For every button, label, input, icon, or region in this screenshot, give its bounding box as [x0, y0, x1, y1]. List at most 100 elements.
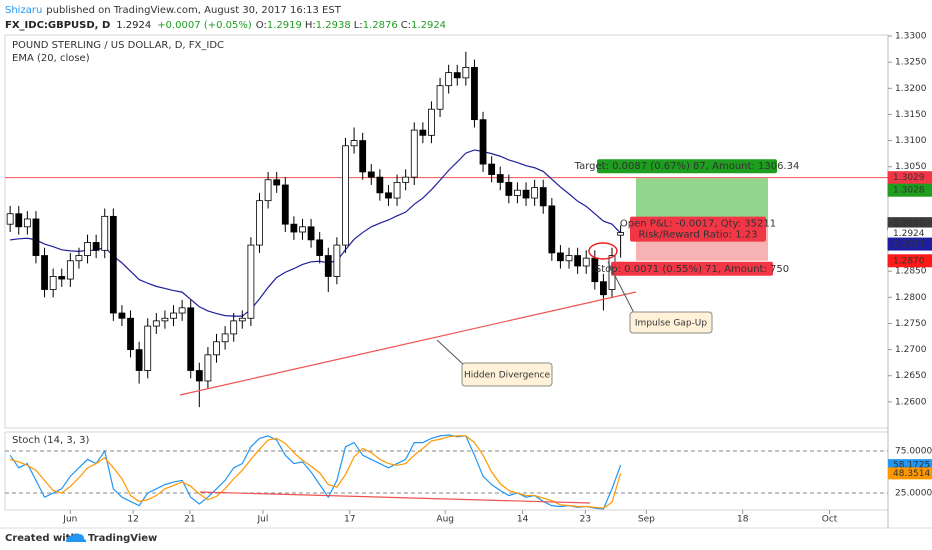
candle-body [600, 281, 607, 296]
last-price: 1.2924 [116, 20, 151, 31]
candle-body [281, 184, 289, 225]
published: published on TradingView.com, August 30,… [46, 5, 341, 16]
change: +0.0007 (+0.05%) [157, 20, 252, 31]
candle-body [307, 226, 315, 241]
ohlc-label: O: [256, 20, 267, 31]
callout-text: Impulse Gap-Up [635, 319, 707, 329]
y-tick-label: 1.3050 [895, 162, 927, 172]
plot-layer: 1.3300 1.3250 1.3200 1.3150 1.3100 1.3050 1.28… [5, 32, 932, 525]
candle-body [376, 176, 384, 194]
candle-body [273, 179, 281, 186]
candle-body [367, 171, 375, 178]
price-label-box [887, 171, 932, 185]
y-tick-label: 1.3300 [895, 32, 927, 42]
candle-body [118, 312, 126, 319]
symbol-line: FX_IDC:GBPUSD, D 1.2924 +0.0007 (+0.05%) O:… [5, 20, 446, 31]
candle-body [6, 213, 14, 225]
stoch-line [9, 435, 622, 509]
y-tick-label: 1.2650 [895, 371, 927, 381]
ohlc-label: H: [305, 20, 316, 31]
candle-body [84, 242, 91, 256]
y-tick-label: 1.3200 [895, 84, 927, 94]
candle-body [101, 215, 109, 251]
candle-body [75, 255, 83, 262]
price-label: 1.2924 [893, 229, 925, 239]
target-zone [636, 178, 768, 224]
pnl-label: Open P&L: -0.0017, Qty: 35211 [620, 219, 776, 230]
candle-body [436, 85, 444, 110]
candle-body [213, 341, 220, 356]
candle-body [471, 67, 478, 121]
x-tick-label: 18 [737, 515, 749, 525]
candle-body [514, 189, 521, 196]
price-label-box [887, 183, 932, 197]
candle-body [187, 307, 195, 371]
candle-body [178, 307, 186, 314]
candle-body [109, 215, 117, 314]
x-tick-label: 14 [517, 515, 529, 525]
stoch-trend-line [199, 491, 591, 504]
ohlc-value: 1.2924 [411, 20, 446, 31]
stop-label-box [611, 261, 773, 276]
candle-body [230, 320, 238, 335]
price-label: 1.2923 [893, 240, 925, 250]
candle-body [582, 257, 590, 267]
ohlc-value: 1.2876 [363, 20, 398, 31]
stoch-panel [4, 431, 889, 511]
footer-text: Created with [5, 533, 78, 544]
stoch-tick-label: 25.0000 [895, 489, 932, 499]
candle-body [359, 140, 367, 173]
symbol: FX_IDC:GBPUSD, D [5, 20, 110, 31]
candle-body [462, 67, 470, 79]
candle-body [419, 129, 427, 136]
candle-body [393, 181, 401, 199]
x-tick-label: Aug [436, 515, 454, 525]
candle-body [195, 370, 203, 382]
candle-body [23, 218, 31, 228]
y-tick-label: 1.2700 [895, 345, 927, 355]
candle-body [385, 192, 392, 199]
stoch-value-label: 48.3514 [893, 469, 930, 479]
candle-body [479, 119, 487, 165]
candle-body [144, 325, 152, 371]
candle-body [264, 179, 272, 202]
candle-body [333, 244, 341, 277]
stoch-tick-label: 75.0000 [895, 446, 932, 456]
candle-body [256, 200, 263, 246]
rr-label: Risk/Reward Ratio: 1.23 [638, 230, 757, 241]
target-label: Target: 0.0087 (0.67%) 87, Amount: 1306.… [574, 161, 800, 172]
candle-body [221, 333, 229, 343]
x-tick-label: 23 [580, 515, 591, 525]
candle-body [428, 108, 435, 136]
candle-body [161, 317, 169, 322]
candle-body [170, 312, 177, 319]
footer-brand: TradingView [88, 533, 157, 544]
candle-body [15, 213, 23, 228]
callout-box [461, 362, 553, 387]
candle-body [505, 181, 513, 196]
candle-body [316, 239, 324, 256]
candle-body [290, 223, 298, 233]
chart-title: POUND STERLING / US DOLLAR, D, FX_IDC [12, 40, 224, 51]
candle-body [238, 317, 246, 322]
gap-ellipse [588, 242, 618, 260]
stop-label: Stop: 0.0071 (0.55%) 71, Amount: 750 [595, 264, 789, 275]
ohlc-value: 1.2938 [316, 20, 351, 31]
candle-body [32, 218, 40, 256]
candle-body [49, 276, 57, 290]
candle-body [565, 255, 573, 262]
ohlc-value: 1.2919 [267, 20, 302, 31]
ohlc-label: L: [354, 20, 363, 31]
candle-body [496, 174, 504, 183]
target-label-box [597, 159, 777, 174]
x-tick-label: 12 [127, 515, 138, 525]
candle-body [531, 187, 539, 199]
price-label-box [887, 237, 932, 251]
y-tick-label: 1.3100 [895, 136, 927, 146]
y-tick-label: 1.2850 [895, 267, 927, 277]
x-tick-label: 17 [344, 515, 355, 525]
trend-line [179, 291, 637, 396]
indicator-label: EMA (20, close) [12, 53, 90, 64]
